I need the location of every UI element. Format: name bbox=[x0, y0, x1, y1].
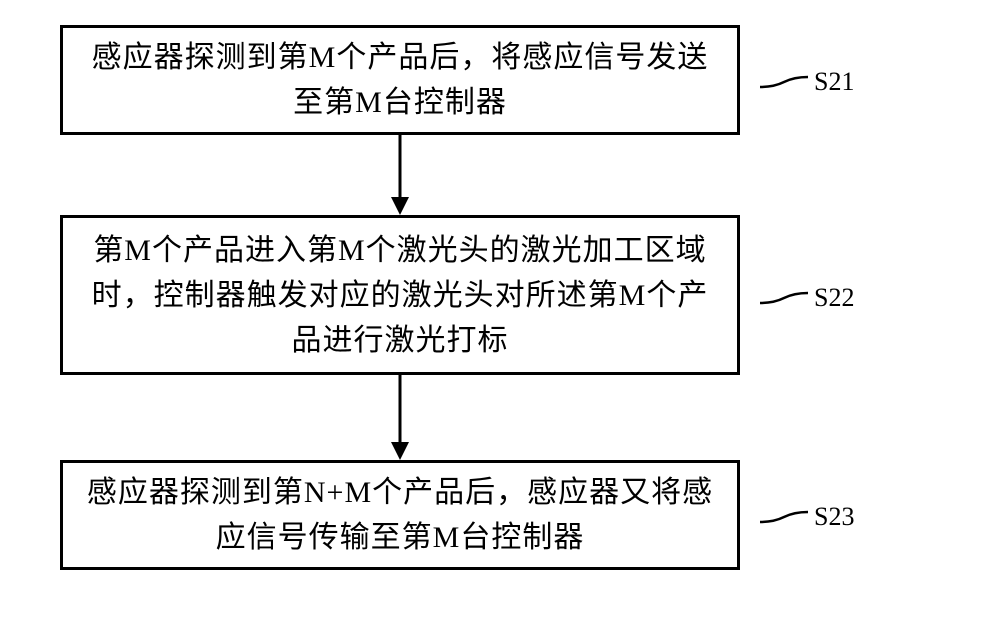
node-text: 感应器探测到第M个产品后，将感应信号发送至第M台控制器 bbox=[83, 35, 717, 125]
node-text: 感应器探测到第N+M个产品后，感应器又将感应信号传输至第M台控制器 bbox=[83, 470, 717, 560]
step-label-s23: S23 bbox=[760, 502, 854, 532]
label-text: S22 bbox=[814, 283, 854, 313]
flowchart-node-s22: 第M个产品进入第M个激光头的激光加工区域时，控制器触发对应的激光头对所述第M个产… bbox=[60, 215, 740, 375]
label-connector-icon bbox=[760, 289, 808, 307]
label-connector-icon bbox=[760, 508, 808, 526]
node-text: 第M个产品进入第M个激光头的激光加工区域时，控制器触发对应的激光头对所述第M个产… bbox=[83, 228, 717, 363]
arrow-s22-s23 bbox=[60, 375, 740, 460]
flowchart-node-s23: 感应器探测到第N+M个产品后，感应器又将感应信号传输至第M台控制器 bbox=[60, 460, 740, 570]
arrow-down-icon bbox=[385, 135, 415, 215]
step-label-s22: S22 bbox=[760, 283, 854, 313]
label-text: S23 bbox=[814, 502, 854, 532]
step-label-s21: S21 bbox=[760, 67, 854, 97]
arrow-s21-s22 bbox=[60, 135, 740, 215]
label-text: S21 bbox=[814, 67, 854, 97]
flowchart-node-s21: 感应器探测到第M个产品后，将感应信号发送至第M台控制器 bbox=[60, 25, 740, 135]
label-connector-icon bbox=[760, 73, 808, 91]
arrow-down-icon bbox=[385, 375, 415, 460]
